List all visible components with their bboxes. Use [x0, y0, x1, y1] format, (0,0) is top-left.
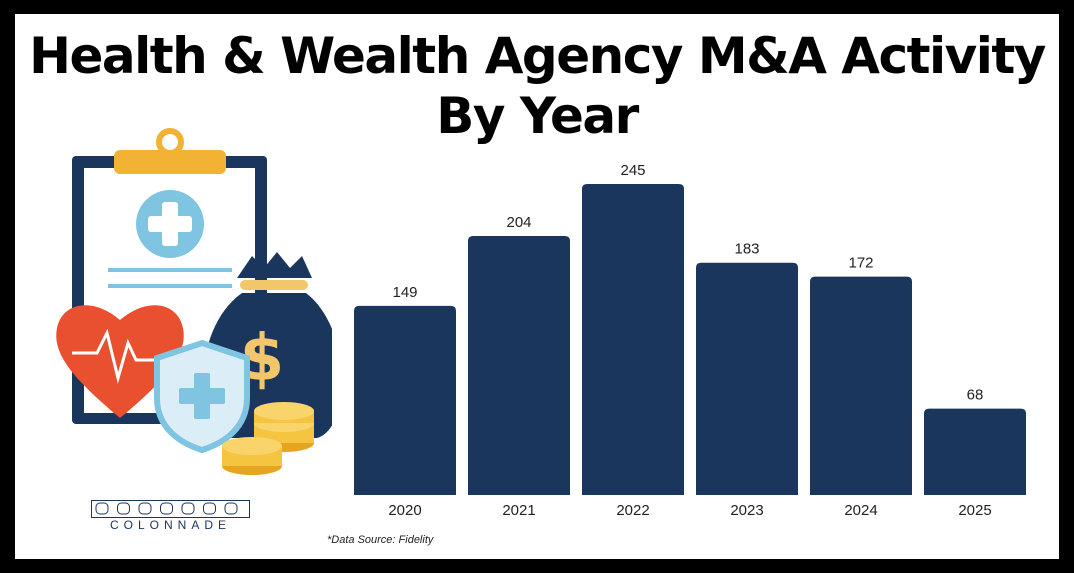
health-wealth-illustration: $ — [56, 128, 332, 475]
x-tick-label-2024: 2024 — [844, 502, 877, 519]
shield-cross-icon — [154, 339, 250, 454]
logo-column-shape — [138, 502, 152, 515]
x-tick-label-2021: 2021 — [502, 502, 535, 519]
x-tick-label-2020: 2020 — [388, 502, 421, 519]
colonnade-logo-text: COLONNADE — [109, 518, 231, 532]
x-tick-label-2025: 2025 — [958, 502, 991, 519]
title-line-1: Health & Wealth Agency M&A Activity — [29, 27, 1046, 85]
logo-column-shape — [95, 502, 109, 515]
data-label-2020: 149 — [392, 284, 417, 301]
logo-column-shape — [160, 502, 173, 515]
data-source-note: *Data Source: Fidelity — [327, 534, 434, 546]
x-tick-label-2023: 2023 — [730, 502, 763, 519]
colonnade-logo-columns — [91, 500, 250, 518]
chart-title: Health & Wealth Agency M&A Activity By Y… — [0, 26, 1074, 146]
x-tick-label-group: 2020 2021 2022 2023 2024 2025 — [388, 502, 991, 519]
data-label-group: 149 204 245 183 172 68 — [392, 162, 983, 404]
data-label-2024: 172 — [848, 255, 873, 272]
bar-group — [354, 184, 1026, 495]
data-label-2022: 245 — [620, 162, 645, 179]
logo-column-shape — [224, 502, 238, 515]
bar-2020 — [354, 305, 456, 495]
x-tick-label-2022: 2022 — [616, 502, 649, 519]
data-label-2021: 204 — [506, 214, 531, 231]
bar-2024 — [810, 276, 912, 495]
title-line-2: By Year — [436, 87, 639, 145]
logo-column-shape — [203, 502, 216, 515]
bar-2023 — [696, 262, 798, 495]
bar-2022 — [582, 184, 684, 495]
logo-column-shape — [117, 502, 130, 515]
medical-cross-icon — [136, 190, 204, 258]
logo-column-shape — [181, 502, 195, 515]
data-label-2023: 183 — [734, 241, 759, 258]
bar-2021 — [468, 236, 570, 495]
coin-stack-icon — [222, 402, 314, 475]
bar-2025 — [924, 408, 1026, 495]
data-label-2025: 68 — [967, 387, 984, 404]
heart-rate-icon — [56, 305, 184, 418]
